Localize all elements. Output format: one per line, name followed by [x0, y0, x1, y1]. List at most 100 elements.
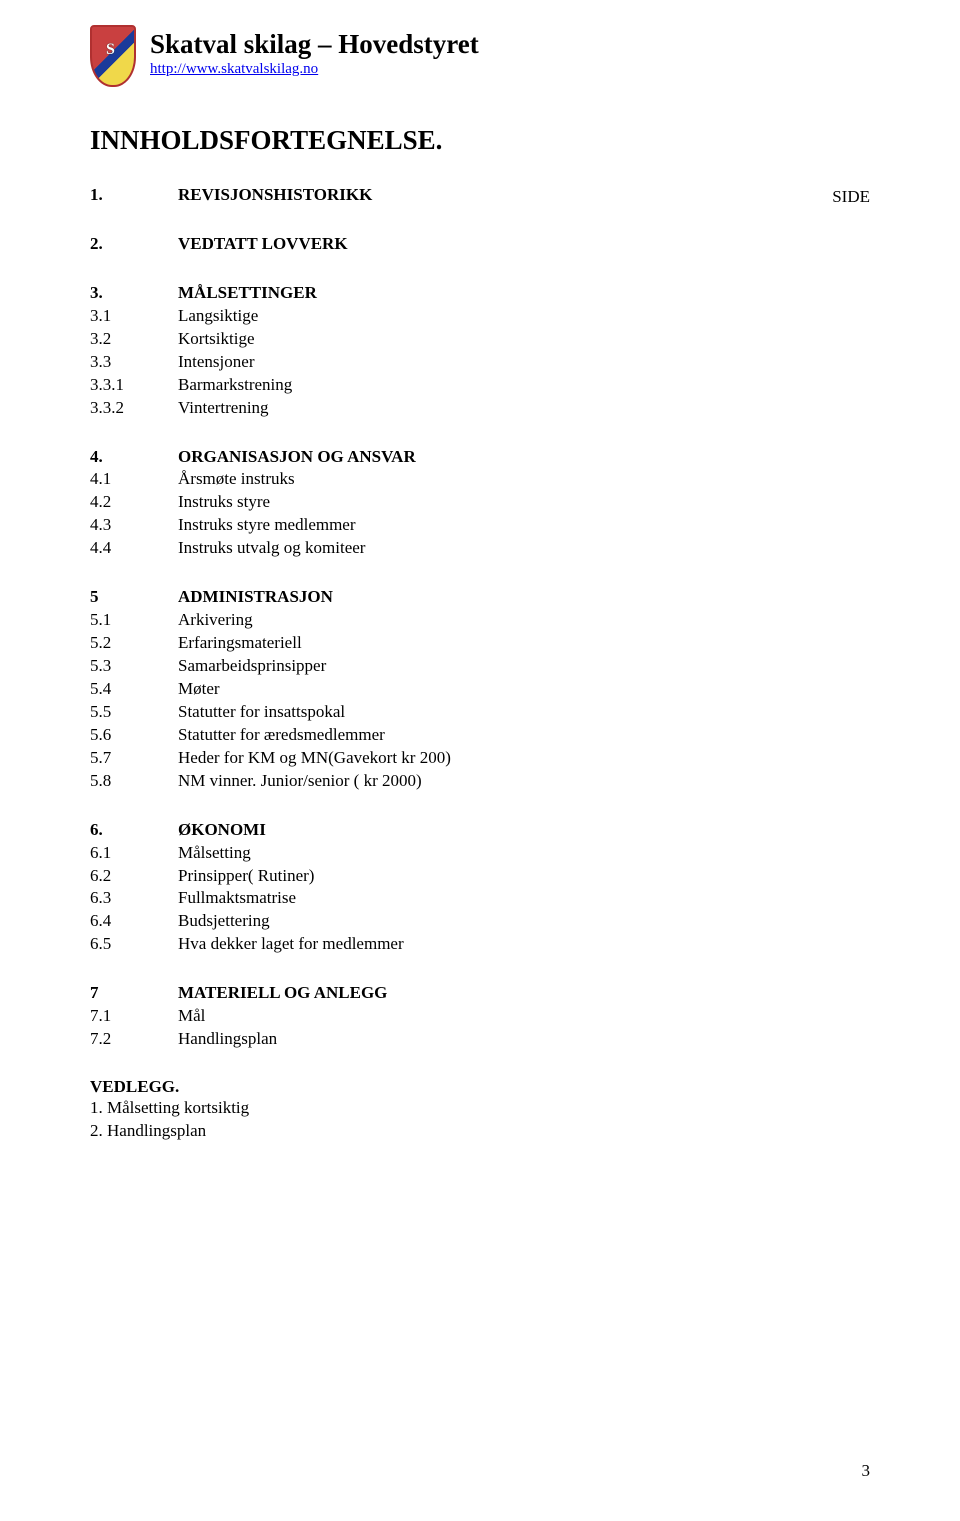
toc-label: ADMINISTRASJON: [178, 586, 333, 609]
main-heading: INNHOLDSFORTEGNELSE.: [90, 125, 870, 156]
toc-label: Vintertrening: [178, 397, 269, 420]
header-titles: Skatval skilag – Hovedstyret http://www.…: [150, 25, 479, 78]
toc-label: Erfaringsmateriell: [178, 632, 302, 655]
appendix-item: 2. Handlingsplan: [90, 1120, 870, 1143]
toc-row: 7.2 Handlingsplan: [90, 1028, 870, 1051]
toc-row: 4.4 Instruks utvalg og komiteer: [90, 537, 870, 560]
toc-label: Langsiktige: [178, 305, 258, 328]
toc-number: 5: [90, 586, 138, 609]
appendix-section: VEDLEGG. 1. Målsetting kortsiktig2. Hand…: [90, 1077, 870, 1143]
toc-number: 5.2: [90, 632, 138, 655]
toc-group: 5 ADMINISTRASJON 5.1 Arkivering 5.2 Erfarings…: [90, 586, 870, 792]
toc-label: VEDTATT LOVVERK: [178, 233, 348, 256]
toc-label: Instruks utvalg og komiteer: [178, 537, 365, 560]
page-header: S Skatval skilag – Hovedstyret http://ww…: [90, 25, 870, 87]
toc-label: REVISJONSHISTORIKK: [178, 184, 372, 207]
toc-number: 3.2: [90, 328, 138, 351]
toc-row: 3.1 Langsiktige: [90, 305, 870, 328]
toc-label: Møter: [178, 678, 220, 701]
toc-row: 6.1Målsetting: [90, 842, 870, 865]
toc-row: 3.3.2 Vintertrening: [90, 397, 870, 420]
toc-label: MÅLSETTINGER: [178, 282, 317, 305]
toc-group: 3. MÅLSETTINGER 3.1 Langsiktige3.2Kortsikti…: [90, 282, 870, 420]
toc-row: 5.5Statutter for insattspokal: [90, 701, 870, 724]
toc-row: 5.7 Heder for KM og MN(Gavekort kr 200): [90, 747, 870, 770]
toc-number: 5.3: [90, 655, 138, 678]
toc-label: Hva dekker laget for medlemmer: [178, 933, 404, 956]
toc-row: 7 MATERIELL OG ANLEGG: [90, 982, 870, 1005]
toc-row: 2.VEDTATT LOVVERK: [90, 233, 870, 256]
toc-number: 4.4: [90, 537, 138, 560]
toc-label: Handlingsplan: [178, 1028, 277, 1051]
toc-number: 4.: [90, 446, 138, 469]
toc-group: 7 MATERIELL OG ANLEGG 7.1 Mål 7.2 Handlingspl…: [90, 982, 870, 1051]
toc-group: 2.VEDTATT LOVVERK: [90, 233, 870, 256]
toc-label: Arkivering: [178, 609, 253, 632]
toc-label: NM vinner. Junior/senior ( kr 2000): [178, 770, 422, 793]
toc-row: 6.4 Budsjettering: [90, 910, 870, 933]
side-column-label: SIDE: [832, 187, 870, 207]
toc-number: 1.: [90, 184, 138, 207]
org-title: Skatval skilag – Hovedstyret: [150, 29, 479, 60]
toc-number: 4.2: [90, 491, 138, 514]
toc-row: 5 ADMINISTRASJON: [90, 586, 870, 609]
toc-number: 3.: [90, 282, 138, 305]
org-url-link[interactable]: http://www.skatvalskilag.no: [150, 61, 318, 77]
toc-row: 6.5 Hva dekker laget for medlemmer: [90, 933, 870, 956]
toc-group: 4. ORGANISASJON OG ANSVAR4.1Årsmøte instr…: [90, 446, 870, 561]
toc-number: 6.5: [90, 933, 138, 956]
toc-number: 7.1: [90, 1005, 138, 1028]
page-number: 3: [862, 1461, 871, 1481]
toc-label: Statutter for æredsmedlemmer: [178, 724, 385, 747]
toc-number: 7: [90, 982, 138, 1005]
toc-number: 7.2: [90, 1028, 138, 1051]
toc-number: 3.3: [90, 351, 138, 374]
toc-number: 5.4: [90, 678, 138, 701]
toc-label: Mål: [178, 1005, 205, 1028]
toc-number: 6.3: [90, 887, 138, 910]
toc-number: 3.1: [90, 305, 138, 328]
toc-row: 5.6 Statutter for æredsmedlemmer: [90, 724, 870, 747]
toc-label: Prinsipper( Rutiner): [178, 865, 314, 888]
toc-row: 5.8 NM vinner. Junior/senior ( kr 2000): [90, 770, 870, 793]
toc-number: 5.6: [90, 724, 138, 747]
toc-label: Budsjettering: [178, 910, 270, 933]
toc-label: Heder for KM og MN(Gavekort kr 200): [178, 747, 451, 770]
toc-row: 7.1 Mål: [90, 1005, 870, 1028]
toc-label: ORGANISASJON OG ANSVAR: [178, 446, 416, 469]
toc-row: 4.1Årsmøte instruks: [90, 468, 870, 491]
toc-row: 5.1 Arkivering: [90, 609, 870, 632]
toc-label: MATERIELL OG ANLEGG: [178, 982, 387, 1005]
toc-number: 3.3.2: [90, 397, 138, 420]
toc-label: Instruks styre: [178, 491, 270, 514]
toc-label: Årsmøte instruks: [178, 468, 295, 491]
toc-row: 4. ORGANISASJON OG ANSVAR: [90, 446, 870, 469]
toc-row: 5.4 Møter: [90, 678, 870, 701]
toc-row: 3. MÅLSETTINGER: [90, 282, 870, 305]
toc-group: 6. ØKONOMI6.1Målsetting6.2 Prinsipper( Rut…: [90, 819, 870, 957]
toc-number: 5.1: [90, 609, 138, 632]
toc-number: 6.: [90, 819, 138, 842]
toc-label: Målsetting: [178, 842, 251, 865]
toc-row: 5.2 Erfaringsmateriell: [90, 632, 870, 655]
toc-label: Samarbeidsprinsipper: [178, 655, 326, 678]
toc-row: 5.3 Samarbeidsprinsipper: [90, 655, 870, 678]
appendix-item: 1. Målsetting kortsiktig: [90, 1097, 870, 1120]
toc-row: 6. ØKONOMI: [90, 819, 870, 842]
toc-row: 4.3Instruks styre medlemmer: [90, 514, 870, 537]
toc-label: Instruks styre medlemmer: [178, 514, 356, 537]
toc-number: 5.8: [90, 770, 138, 793]
toc-row: 4.2 Instruks styre: [90, 491, 870, 514]
toc-label: ØKONOMI: [178, 819, 266, 842]
toc-row: 3.2Kortsiktige: [90, 328, 870, 351]
toc-row: 3.3.1Barmarkstrening: [90, 374, 870, 397]
toc-number: 5.7: [90, 747, 138, 770]
toc-row: 6.2 Prinsipper( Rutiner): [90, 865, 870, 888]
toc-number: 6.4: [90, 910, 138, 933]
toc-label: Statutter for insattspokal: [178, 701, 345, 724]
toc-group: 1. REVISJONSHISTORIKK: [90, 184, 870, 207]
appendix-title: VEDLEGG.: [90, 1077, 870, 1097]
table-of-contents: 1. REVISJONSHISTORIKK 2.VEDTATT LOVVERK 3. M…: [90, 184, 870, 1051]
toc-number: 3.3.1: [90, 374, 138, 397]
toc-number: 6.2: [90, 865, 138, 888]
